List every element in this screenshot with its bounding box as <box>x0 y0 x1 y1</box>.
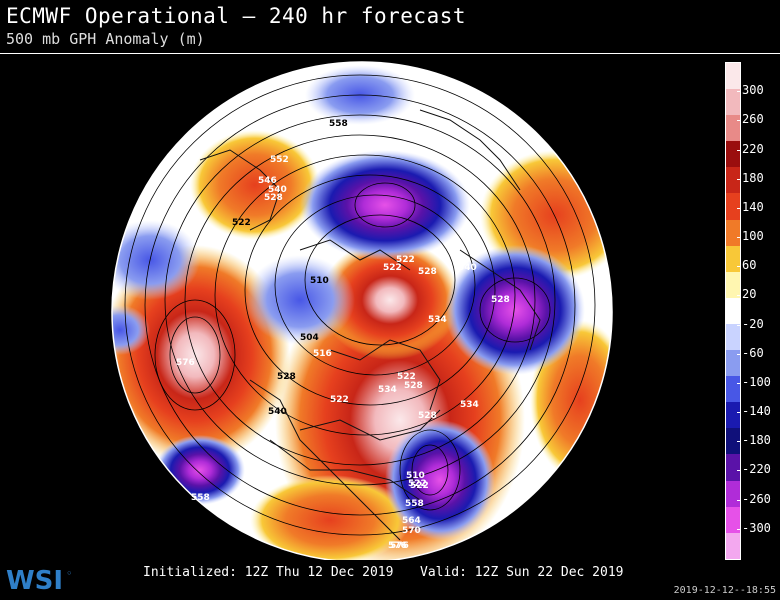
contour-label: 534 <box>378 385 397 395</box>
colorbar-swatch <box>726 167 740 194</box>
colorbar-swatch <box>726 532 740 559</box>
colorbar-tick-label: -220 <box>737 462 771 477</box>
contour-label: 528 <box>264 193 283 203</box>
contour-label: 528 <box>418 267 437 277</box>
colorbar-tick-label: -140 <box>737 404 771 419</box>
map-subtitle: 500 mb GPH Anomaly (m) <box>6 30 205 48</box>
contour-label: 510 <box>406 471 425 481</box>
contour-labels: 558 552 546 540 528 522 576 510 504 516 … <box>176 119 510 551</box>
anomaly-field <box>112 65 612 560</box>
registered-mark-icon: ◦ <box>66 567 73 580</box>
contour-label: 576 <box>388 541 407 551</box>
colorbar-swatch <box>726 402 740 429</box>
contour-label: 558 <box>329 119 348 129</box>
contour-label: 522 <box>396 255 415 265</box>
colorbar-tick-label: 300 <box>737 83 764 98</box>
colorbar-tick-label: 260 <box>737 112 764 127</box>
contour-label: 528 <box>277 372 296 382</box>
contour-label: 528 <box>418 411 437 421</box>
colorbar-swatch <box>726 297 740 324</box>
height-contours <box>124 74 596 536</box>
colorbar-swatch <box>726 376 740 403</box>
colorbar-tick-label: 60 <box>736 258 757 273</box>
colorbar-swatch <box>726 350 740 377</box>
colorbar-swatch <box>726 115 740 142</box>
contour-label: 576 <box>176 358 195 368</box>
colorbar-tick-label: 220 <box>737 141 764 156</box>
contour-label: 522 <box>408 479 427 489</box>
wsi-logo: WSI <box>6 566 64 596</box>
colorbar-tick-label: -60 <box>737 345 764 360</box>
contour-label: 552 <box>270 155 289 165</box>
contour-label: 504 <box>300 333 319 343</box>
colorbar-tick-label: -180 <box>737 433 771 448</box>
colorbar-tick-label: 140 <box>737 199 764 214</box>
colorbar-swatch <box>726 193 740 220</box>
colorbar-swatch <box>726 245 740 272</box>
colorbar-swatch <box>726 63 740 90</box>
colorbar-tick-label: -20 <box>737 316 764 331</box>
contour-label: 540 <box>268 407 287 417</box>
contour-label: 540 <box>268 185 287 195</box>
contour-label: 564 <box>402 516 421 526</box>
coastlines <box>199 109 541 541</box>
colorbar-swatch <box>726 480 740 507</box>
colorbar-tick-label: -100 <box>737 374 771 389</box>
colorbar-swatch <box>726 219 740 246</box>
colorbar-swatch <box>726 428 740 455</box>
colorbar-tick-label: -300 <box>737 520 771 535</box>
contour-label: 540 <box>458 263 477 273</box>
initialized-time: Initialized: 12Z Thu 12 Dec 2019 <box>143 565 394 580</box>
generation-timestamp: 2019-12-12--18:55 <box>673 585 776 596</box>
contour-label: 528 <box>491 295 510 305</box>
colorbar-swatch <box>726 506 740 533</box>
contour-label: 522 <box>397 372 416 382</box>
colorbar-tick-label: 100 <box>737 229 764 244</box>
colorbar-swatch <box>726 141 740 168</box>
colorbar-swatch <box>726 89 740 116</box>
colorbar-swatch <box>726 323 740 351</box>
anomaly-colorbar <box>725 62 741 560</box>
colorbar-tick-label: 180 <box>737 170 764 185</box>
contour-label: 522 <box>330 395 349 405</box>
contour-label: 546 <box>258 176 277 186</box>
hemisphere-map: 558 552 546 540 528 522 576 510 504 516 … <box>111 61 613 560</box>
contour-label: 510 <box>310 276 329 286</box>
contour-label: 522 <box>383 263 402 273</box>
contour-label: 558 <box>191 493 210 503</box>
contour-label: 570 <box>402 526 421 536</box>
contour-label: 522 <box>232 218 251 228</box>
colorbar-tick-label: -260 <box>737 491 771 506</box>
colorbar-swatch <box>726 271 740 298</box>
contour-label: 522 <box>410 481 429 491</box>
contour-label: 534 <box>460 400 479 410</box>
contour-label: 516 <box>313 349 332 359</box>
header-divider <box>0 53 780 54</box>
valid-time: Valid: 12Z Sun 22 Dec 2019 <box>420 565 624 580</box>
colorbar-swatch <box>726 454 740 481</box>
contour-label: 576 <box>390 541 409 551</box>
contour-label: 558 <box>405 499 424 509</box>
contour-label: 528 <box>404 381 423 391</box>
contour-label: 534 <box>428 315 447 325</box>
map-title: ECMWF Operational – 240 hr forecast <box>6 4 467 28</box>
colorbar-tick-label: 20 <box>736 287 757 302</box>
